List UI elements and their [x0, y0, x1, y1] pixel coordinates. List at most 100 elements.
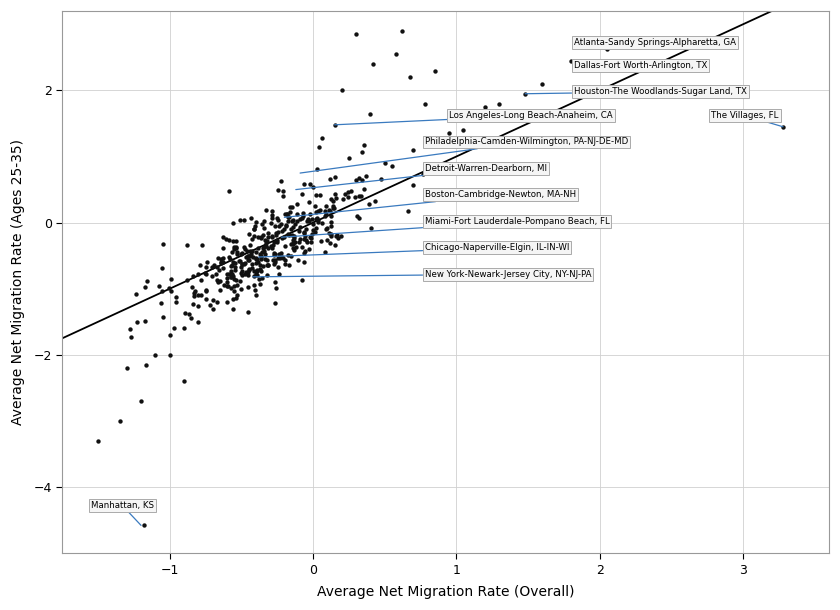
Point [226, 293, 239, 303]
Point [271, 262, 285, 272]
Point [245, 234, 259, 244]
Point [241, 251, 255, 261]
Point [230, 275, 244, 285]
Point [299, 246, 312, 256]
Point [284, 207, 297, 217]
Point [249, 285, 262, 295]
Point [268, 249, 281, 259]
Point [241, 251, 255, 260]
Point [319, 201, 333, 210]
Point [155, 286, 169, 296]
Point [249, 254, 262, 264]
Point [273, 249, 286, 259]
Point [303, 179, 317, 188]
Point [258, 242, 271, 252]
Point [287, 231, 301, 241]
Point [243, 240, 256, 249]
Text: New York-Newark-Jersey City, NY-NJ-PA: New York-Newark-Jersey City, NY-NJ-PA [253, 270, 591, 279]
Point [235, 248, 249, 258]
Point [335, 85, 349, 95]
Point [286, 216, 299, 226]
Point [235, 259, 249, 269]
Point [309, 223, 323, 232]
Point [247, 224, 260, 234]
Point [244, 251, 257, 260]
Point [320, 224, 333, 234]
Point [242, 264, 255, 274]
Point [247, 280, 260, 290]
Point [249, 259, 263, 268]
Point [287, 245, 301, 254]
Point [378, 158, 391, 168]
Point [227, 218, 240, 228]
Point [265, 243, 279, 253]
Point [234, 276, 247, 286]
Point [225, 260, 239, 270]
Point [238, 269, 251, 279]
Point [251, 243, 265, 253]
Point [273, 221, 286, 231]
Point [324, 217, 338, 227]
Point [267, 259, 281, 269]
Point [355, 148, 369, 157]
Point [305, 215, 318, 224]
Point [238, 258, 251, 268]
Point [186, 271, 200, 281]
Point [350, 211, 364, 221]
Point [321, 223, 334, 233]
Point [318, 206, 332, 216]
Point [251, 232, 265, 242]
Point [276, 233, 289, 243]
Point [254, 249, 267, 259]
Point [234, 256, 247, 265]
Point [286, 238, 300, 248]
Point [169, 292, 182, 302]
Point [228, 293, 242, 303]
Point [282, 231, 296, 240]
Point [321, 235, 334, 245]
Point [312, 142, 326, 151]
Point [310, 190, 323, 199]
Point [246, 252, 260, 262]
Point [302, 245, 316, 254]
Point [302, 198, 316, 207]
Point [227, 304, 240, 314]
Point [256, 262, 270, 271]
Point [282, 260, 296, 270]
Point [213, 285, 227, 295]
Point [328, 172, 341, 182]
Point [241, 255, 255, 265]
Point [225, 247, 239, 257]
Point [279, 221, 292, 231]
Point [140, 276, 154, 286]
Point [177, 376, 191, 386]
Point [285, 202, 298, 212]
Point [237, 259, 250, 269]
Point [265, 210, 279, 220]
Point [324, 231, 338, 241]
Point [247, 266, 260, 276]
Point [318, 211, 332, 221]
Point [249, 269, 262, 279]
Point [323, 229, 336, 239]
Point [250, 270, 264, 279]
Point [134, 396, 148, 406]
Point [250, 254, 264, 264]
Point [223, 253, 236, 262]
Point [214, 258, 228, 268]
Point [328, 203, 341, 212]
Point [124, 332, 138, 342]
Point [239, 252, 252, 262]
Point [228, 262, 242, 271]
Point [301, 217, 314, 226]
Point [270, 231, 283, 240]
Point [254, 254, 267, 264]
Point [352, 192, 365, 201]
Point [295, 189, 308, 199]
Point [253, 260, 266, 270]
Point [331, 233, 344, 243]
Point [228, 265, 241, 275]
Point [195, 290, 208, 300]
Point [214, 257, 228, 267]
Point [123, 325, 136, 334]
